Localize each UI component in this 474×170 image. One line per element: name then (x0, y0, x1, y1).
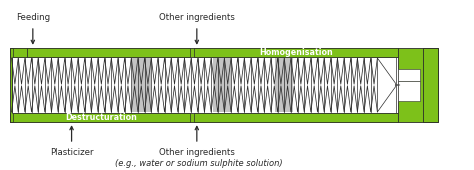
Polygon shape (377, 58, 400, 112)
Bar (27, 48, 190, 57)
Text: Other ingredients: Other ingredients (159, 148, 235, 157)
Bar (11, 57, 396, 113)
Text: Destructuration: Destructuration (65, 113, 137, 122)
Bar (398, 48, 438, 122)
Bar (398, 69, 420, 81)
Text: (e.g., water or sodium sulphite solution): (e.g., water or sodium sulphite solution… (115, 159, 283, 168)
Bar (10, 113, 398, 122)
Bar (194, 113, 398, 122)
Text: Homogenisation: Homogenisation (259, 48, 333, 57)
Bar (10, 48, 398, 57)
Text: Plasticizer: Plasticizer (50, 148, 93, 157)
Bar (398, 81, 420, 101)
Bar (132, 58, 151, 112)
Bar (423, 48, 438, 122)
Bar (275, 58, 293, 112)
Bar (194, 48, 398, 57)
Bar (213, 58, 231, 112)
Bar (12, 48, 27, 57)
Bar (10, 48, 16, 122)
Text: Other ingredients: Other ingredients (159, 13, 235, 22)
Bar (12, 113, 190, 122)
Text: Feeding: Feeding (16, 13, 50, 22)
